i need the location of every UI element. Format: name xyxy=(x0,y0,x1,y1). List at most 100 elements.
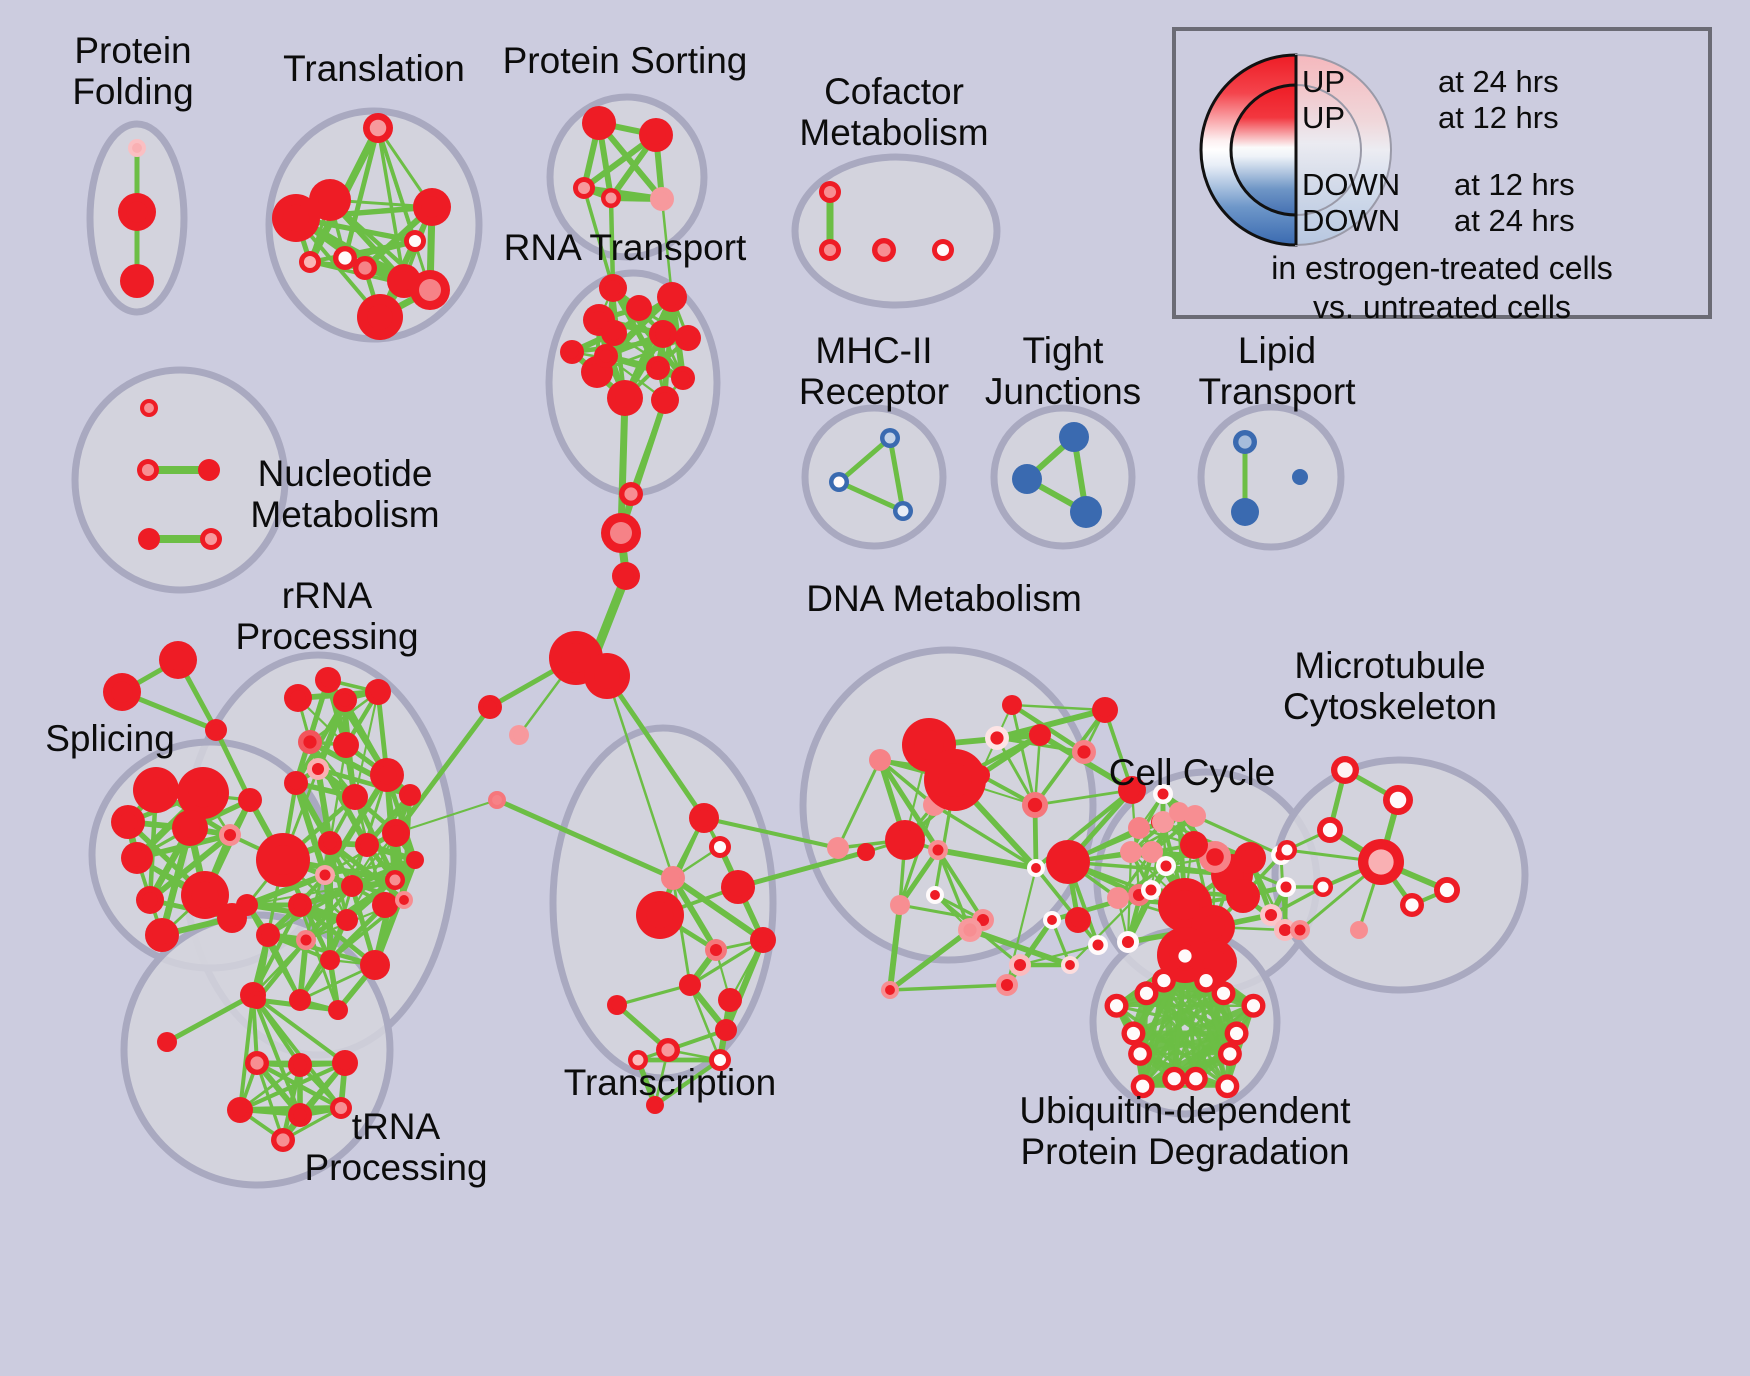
edge xyxy=(608,195,616,291)
node-tr-9-core xyxy=(419,279,441,301)
node-dm-7-core xyxy=(1124,782,1140,798)
node-cc-6-core xyxy=(1233,886,1253,906)
node-ub-12-core xyxy=(1109,999,1124,1013)
node-tr-2-core xyxy=(282,204,310,232)
node-cc-20-core xyxy=(1111,891,1125,905)
edge xyxy=(836,758,882,850)
node-lt-0-core xyxy=(1238,435,1252,449)
edge xyxy=(590,571,631,660)
node-dm-2-core xyxy=(1077,745,1091,759)
edge xyxy=(265,932,378,968)
edge xyxy=(1103,708,1134,792)
node-ub-hub2-core xyxy=(1202,949,1228,975)
edge xyxy=(1033,708,1107,807)
legend-time-down-12: at 12 hrs xyxy=(1454,167,1575,202)
node-rrna-23-core xyxy=(261,928,275,942)
node-cc-13-core xyxy=(1132,821,1146,835)
node-sp-10-core xyxy=(142,892,158,908)
node-ub-14-core xyxy=(1157,974,1171,988)
edge xyxy=(494,797,676,881)
node-mc-2-core xyxy=(1322,822,1338,838)
node-pf-2-core xyxy=(127,271,147,291)
node-rrna-28-core xyxy=(332,1004,344,1016)
node-rrna-5-core xyxy=(303,735,317,749)
node-tr-3-core xyxy=(421,196,443,218)
node-mc-8-core xyxy=(1354,925,1364,935)
edge xyxy=(393,704,493,836)
legend-state-up-12: UP xyxy=(1302,100,1346,135)
edge xyxy=(604,673,707,821)
edge xyxy=(1162,979,1232,1056)
node-rrna-8-core xyxy=(289,776,303,790)
node-trna-2-core xyxy=(337,1055,353,1071)
node-pf-1-core xyxy=(126,201,148,223)
node-nm-0-core xyxy=(144,403,154,413)
node-tx-3-core xyxy=(728,877,748,897)
node-tx-11-core xyxy=(661,1043,675,1057)
edge xyxy=(1066,860,1234,877)
node-sp-7-core xyxy=(180,818,200,838)
node-cc-3-core xyxy=(1241,849,1259,867)
edge xyxy=(164,992,256,1045)
edge xyxy=(669,874,767,944)
node-sp-9-core xyxy=(128,849,146,867)
node-cc-7-core xyxy=(1156,815,1170,829)
node-nm-4-core xyxy=(204,532,218,546)
node-ps-2-core xyxy=(577,181,591,195)
legend-footer-line1: in estrogen-treated cells xyxy=(1271,250,1613,286)
edge xyxy=(314,765,334,847)
node-rrna-16-core xyxy=(345,879,359,893)
edge xyxy=(836,479,906,514)
edge xyxy=(897,847,941,908)
cluster-ellipse-nucleotide-metabolism xyxy=(71,366,289,594)
node-ub-4-core xyxy=(1229,1026,1244,1041)
node-sp-11-core xyxy=(191,881,219,909)
node-tx-13-core xyxy=(632,1054,644,1066)
node-cc-12-core xyxy=(1124,845,1138,859)
edge xyxy=(245,903,302,1002)
node-ps-3-core xyxy=(605,192,617,204)
node-cc-19-core xyxy=(1280,881,1292,893)
node-sp-13-core xyxy=(223,909,241,927)
node-dm-bridge2-core xyxy=(861,847,871,857)
node-rt-7-core xyxy=(588,363,606,381)
legend-time-down-24: at 24 hrs xyxy=(1454,203,1575,238)
node-cm-0-core xyxy=(823,185,837,199)
edge xyxy=(307,238,418,265)
edge xyxy=(251,993,343,1110)
node-mhc-1-core xyxy=(833,476,845,488)
edge xyxy=(735,849,869,890)
node-tr-4-core xyxy=(408,234,422,248)
edge xyxy=(669,874,720,954)
node-hub-cc-core xyxy=(1055,849,1081,875)
node-rt-1-core xyxy=(663,288,681,306)
node-cc-5-core xyxy=(1186,837,1202,853)
edge xyxy=(1010,703,1107,712)
edge xyxy=(251,993,347,1065)
edge xyxy=(350,793,412,888)
node-tx-6-core xyxy=(683,978,697,992)
node-tx-10-core xyxy=(611,999,623,1011)
node-rt-5-core xyxy=(680,330,696,346)
node-rrna-17-core xyxy=(293,898,307,912)
node-rrna-15-core xyxy=(389,874,401,886)
node-sp-1-core xyxy=(111,681,133,703)
edge xyxy=(898,903,985,922)
node-trna-4-core xyxy=(293,1108,307,1122)
node-cm-2-core xyxy=(877,243,891,257)
edge xyxy=(967,927,1073,968)
node-sp-0-core xyxy=(167,649,189,671)
edge xyxy=(994,707,1108,741)
node-rt-8-core xyxy=(651,361,665,375)
node-dm-0-core xyxy=(990,731,1004,745)
node-ub-6-core xyxy=(1220,1079,1234,1093)
node-tj-1-core xyxy=(1018,470,1036,488)
legend-state-down-24: DOWN xyxy=(1302,203,1401,238)
node-ub-7-core xyxy=(1189,1072,1203,1086)
node-dm-10-core xyxy=(1047,915,1057,925)
node-rt-4-core xyxy=(655,326,671,342)
edge xyxy=(688,938,765,987)
edge xyxy=(932,803,1038,870)
node-cc-4-core xyxy=(1206,848,1224,866)
edge xyxy=(887,927,973,993)
